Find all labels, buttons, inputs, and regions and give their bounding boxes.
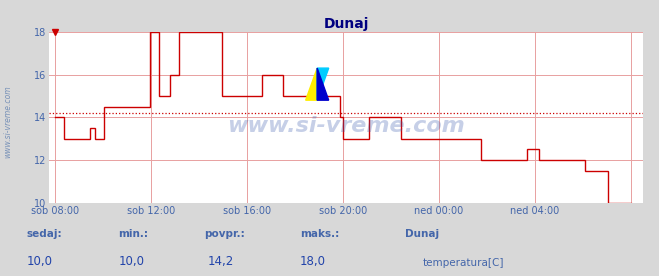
Text: min.:: min.: <box>119 229 149 239</box>
Text: temperatura[C]: temperatura[C] <box>423 258 505 268</box>
Text: Dunaj: Dunaj <box>405 229 440 239</box>
Text: www.si-vreme.com: www.si-vreme.com <box>227 116 465 136</box>
Polygon shape <box>317 68 329 100</box>
Text: 10,0: 10,0 <box>119 255 145 268</box>
Text: povpr.:: povpr.: <box>204 229 245 239</box>
Text: 10,0: 10,0 <box>26 255 53 268</box>
Text: www.si-vreme.com: www.si-vreme.com <box>3 85 13 158</box>
Text: sedaj:: sedaj: <box>26 229 62 239</box>
Text: 14,2: 14,2 <box>208 255 234 268</box>
Text: 18,0: 18,0 <box>300 255 326 268</box>
Polygon shape <box>317 68 329 100</box>
Title: Dunaj: Dunaj <box>324 17 368 31</box>
Text: maks.:: maks.: <box>300 229 339 239</box>
Polygon shape <box>306 68 317 100</box>
